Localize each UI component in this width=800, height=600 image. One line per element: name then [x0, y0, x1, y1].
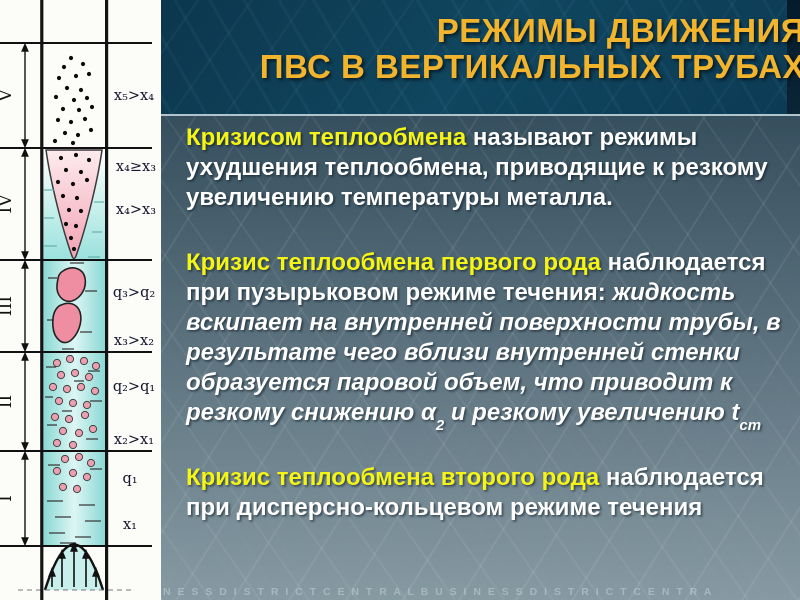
film-ticks [44, 189, 104, 258]
zone1-numeral: I [0, 495, 16, 502]
zone3-vapor-slugs [51, 267, 87, 344]
zone2-ticks [45, 366, 102, 440]
slide-title: РЕЖИМЫ ДВИЖЕНИЯ ПВС В ВЕРТИКАЛЬНЫХ ТРУБА… [175, 13, 800, 85]
watermark-text: N E S S D I S T R I C T C E N T R A L B … [163, 586, 714, 598]
label-q2-q1: q₂>q₁ [113, 379, 155, 395]
zone-numerals: V IV III II I [0, 89, 16, 502]
zone4-droplets [55, 152, 92, 252]
title-line1: РЕЖИМЫ ДВИЖЕНИЯ [436, 12, 800, 49]
vapor-core-cone [45, 149, 103, 260]
zone3-numeral: III [0, 296, 16, 316]
zone1-ticks [47, 464, 102, 544]
zone2-bubbles [48, 354, 101, 450]
t-wall-subscript: ст [739, 416, 762, 434]
crisis-definition-text: называют режимы ухудшения теплообмена, п… [186, 124, 768, 211]
flow-regime-diagram-svg: V IV III II I x₅>x₄ x₄≥x₃ x₄>x₃ q₃>q₂ x₃… [0, 0, 161, 600]
label-x4-ge-x3: x₄≥x₃ [116, 159, 156, 175]
first-kind-italic-text: жидкость вскипает на внутренней поверхно… [186, 279, 781, 426]
alpha-subscript: 2 [435, 416, 445, 434]
flow-regime-diagram: V IV III II I x₅>x₄ x₄≥x₃ x₄>x₃ q₃>q₂ x₃… [0, 0, 161, 600]
label-x4-x3: x₄>x₃ [116, 202, 156, 218]
highlight-crisis-term: Кризисом теплообмена [186, 124, 467, 151]
zone5-numeral: V [0, 89, 16, 103]
first-kind-bold-text: наблюдается при пузырьковом режиме течен… [186, 249, 766, 306]
zone2-numeral: II [0, 395, 16, 408]
content-panel: Кризисом теплообмена называют режимы уху… [161, 114, 800, 600]
label-x5-x4: x₅>x₄ [114, 88, 154, 104]
title-line2: ПВС В ВЕРТИКАЛЬНЫХ ТРУБАХ [259, 48, 800, 85]
highlight-first-kind: Кризис теплообмена первого рода [186, 249, 601, 276]
second-kind-text: наблюдается при дисперсно-кольцевом режи… [186, 464, 764, 521]
zone5-droplets [52, 55, 95, 146]
zone1-bubbles [52, 452, 96, 494]
paragraph-first-kind-crisis: Кризис теплообмена первого рода наблюдае… [186, 248, 792, 433]
label-q3-q2: q₃>q₂ [113, 285, 155, 301]
highlight-second-kind: Кризис теплообмена второго рода [186, 464, 600, 491]
label-q1: q₁ [122, 471, 137, 487]
parameter-labels: x₅>x₄ x₄≥x₃ x₄>x₃ q₃>q₂ x₃>x₂ q₂>q₁ x₂>x… [113, 88, 156, 533]
label-x3-x2: x₃>x₂ [114, 333, 154, 349]
first-kind-italic-text2: и резкому увеличению t [444, 399, 740, 426]
paragraph-second-kind-crisis: Кризис теплообмена второго рода наблюдае… [186, 463, 792, 523]
label-x2-x1: x₂>x₁ [114, 432, 154, 448]
zone-dimension-lines [21, 42, 29, 547]
paragraph-crisis-definition: Кризисом теплообмена называют режимы уху… [186, 123, 792, 213]
label-x1: x₁ [123, 517, 137, 533]
background-edge-strip [787, 0, 800, 114]
zone3-ticks [47, 262, 97, 350]
zone-boundary-lines [0, 42, 152, 547]
zone4-numeral: IV [0, 194, 16, 214]
velocity-arrows [48, 541, 100, 587]
